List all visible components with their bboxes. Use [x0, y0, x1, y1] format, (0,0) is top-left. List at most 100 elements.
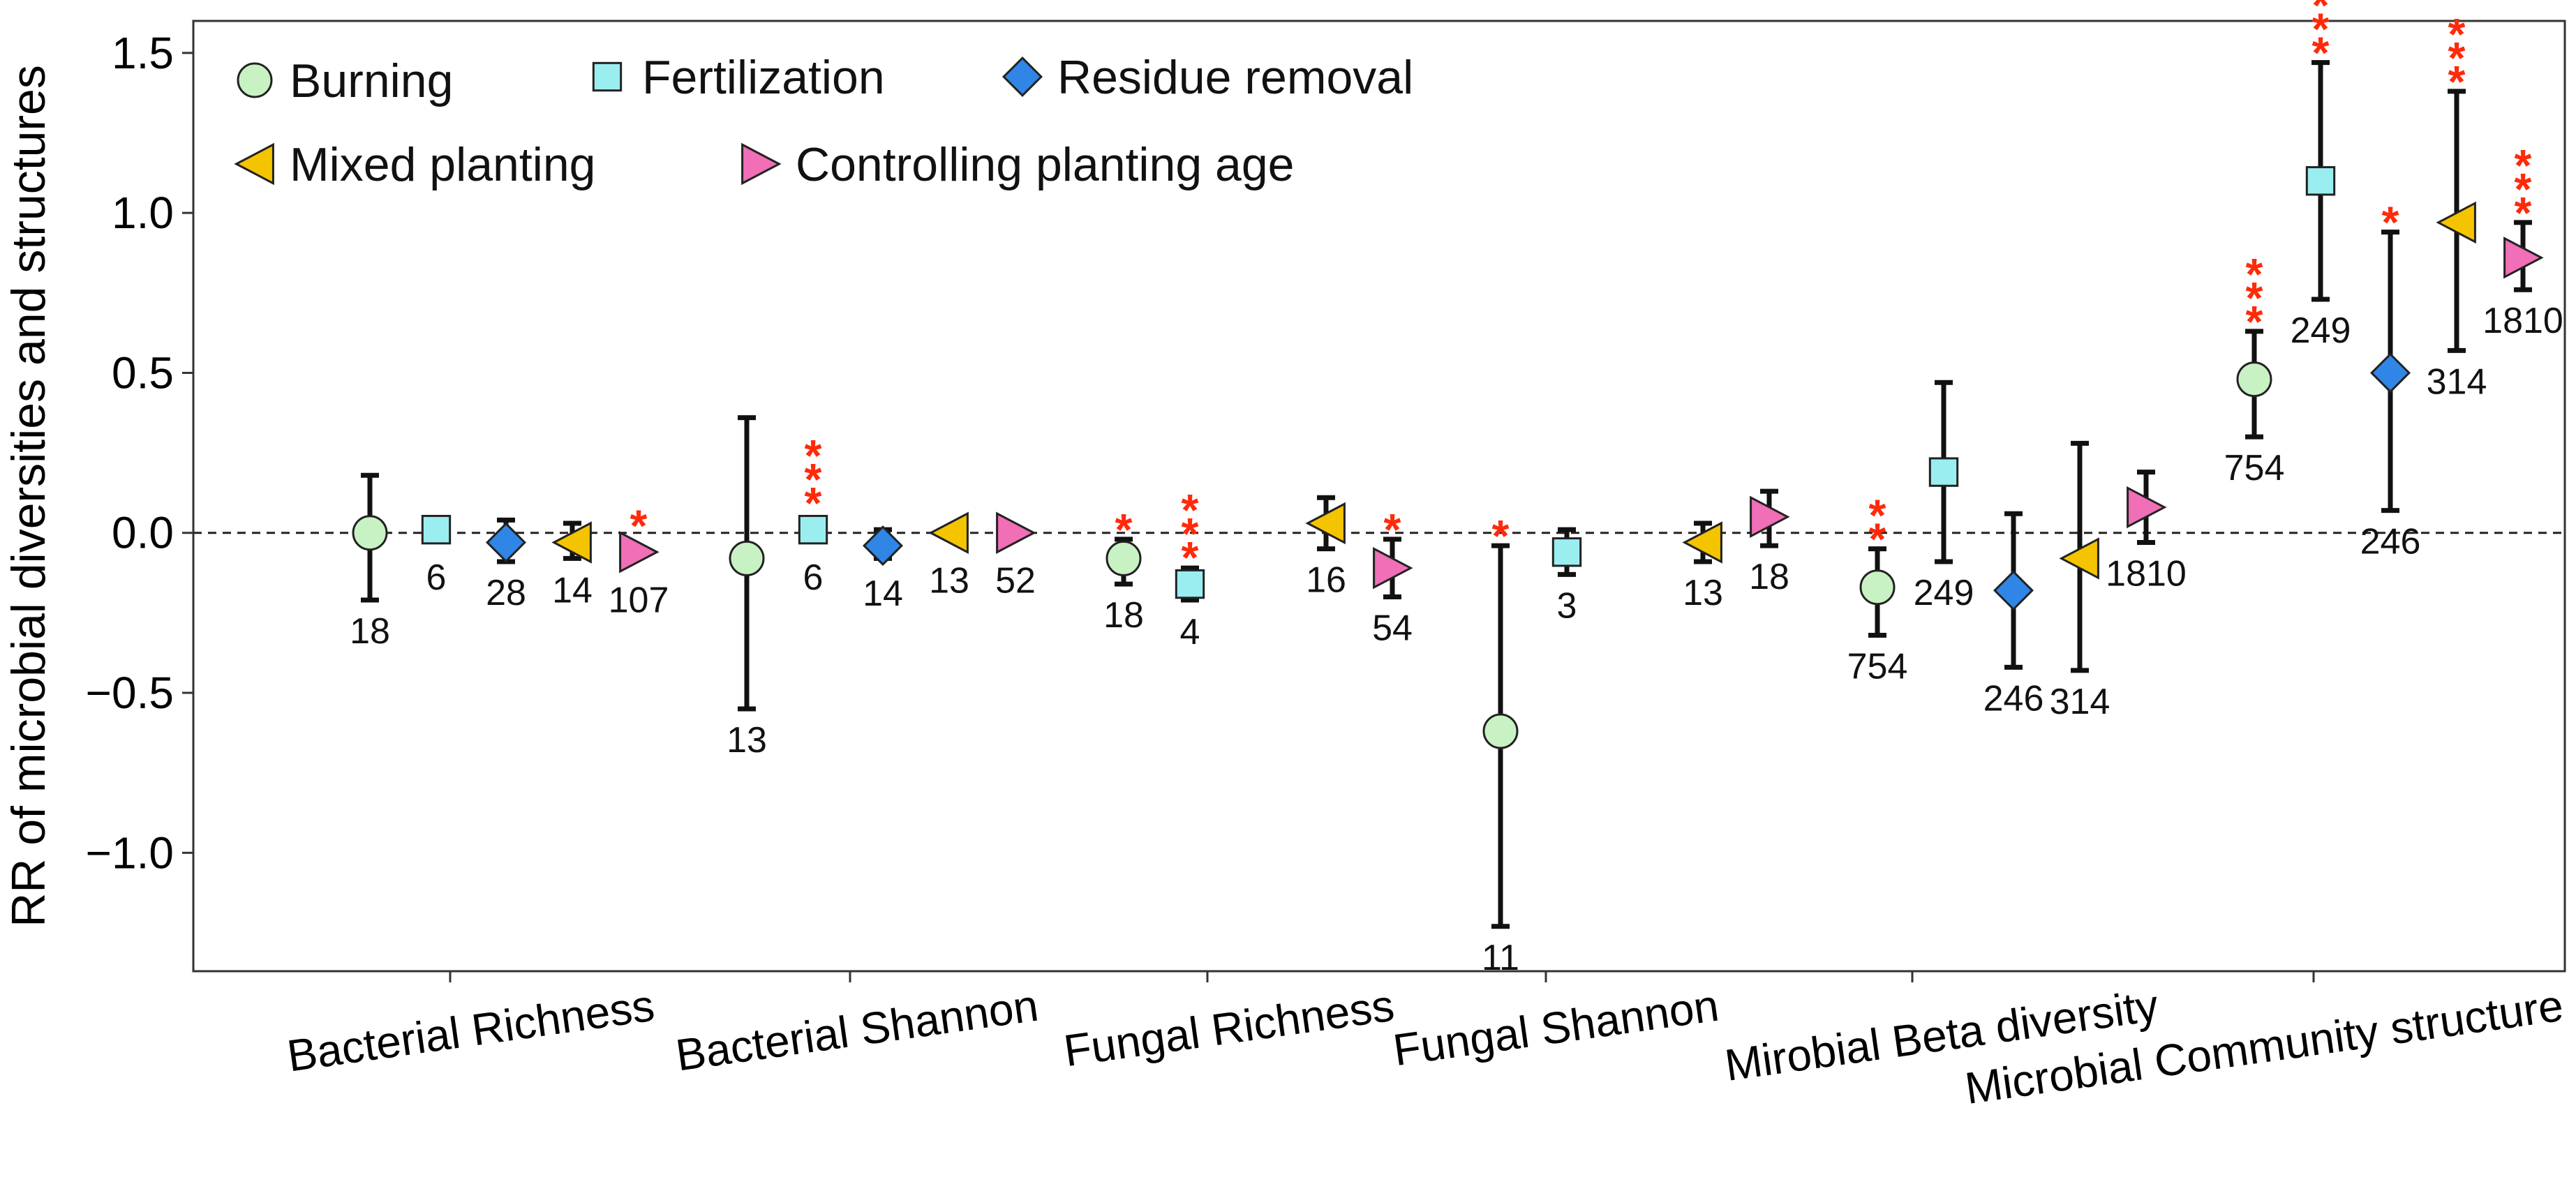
data-point: 249 *** [2291, 0, 2351, 351]
legend-item-fertilization: Fertilization [592, 51, 885, 104]
y-tick-label: 0.0 [112, 508, 174, 558]
significance-star: * [2448, 33, 2466, 83]
significance-star: * [2312, 4, 2330, 54]
data-point: 107 * [609, 500, 669, 620]
data-point: 754 ** [1847, 490, 1908, 687]
sample-size-label: 314 [2427, 361, 2487, 402]
fertilization-marker [1551, 537, 1582, 567]
x-tick-label: Bacterial Richness [284, 980, 657, 1081]
fertilization-marker [2305, 166, 2336, 196]
sample-size-label: 6 [426, 557, 447, 598]
burning-marker [1482, 713, 1519, 749]
y-tick-label: 1.5 [112, 28, 174, 78]
sample-size-label: 1810 [2106, 553, 2187, 594]
burning-marker [237, 62, 273, 98]
legend-label: Mixed planting [290, 138, 595, 191]
data-point: 246 [1983, 511, 2043, 719]
significance-star: * [1182, 532, 1199, 583]
data-point: 52 [995, 511, 1036, 601]
significance-star: * [2246, 273, 2263, 323]
sample-size-label: 52 [995, 561, 1036, 601]
significance-star: * [630, 500, 648, 550]
sample-size-label: 16 [1306, 560, 1346, 601]
sample-size-label: 314 [2050, 682, 2110, 722]
data-point: 1810 [2106, 470, 2187, 594]
sample-size-label: 28 [486, 573, 526, 613]
significance-star: * [1182, 509, 1199, 559]
residue-removal-marker [1002, 56, 1043, 98]
mixed-planting-marker [928, 511, 969, 554]
y-tick-label: 0.5 [112, 347, 174, 398]
sample-size-label: 13 [727, 720, 767, 760]
controlling-planting-age-marker [996, 511, 1036, 554]
data-point: 314 [2050, 440, 2110, 722]
x-tick-label: Bacterial Shannon [673, 980, 1041, 1081]
legend-item-residue-removal: Residue removal [1002, 51, 1413, 104]
plot-frame [192, 20, 2566, 973]
data-point: 11 * [1482, 511, 1519, 978]
x-axis: Bacterial Richness Bacterial Shannon Funga… [284, 971, 2566, 1114]
data-point: 16 [1305, 495, 1346, 601]
significance-star: * [2515, 140, 2532, 190]
significance-star: * [2515, 164, 2532, 214]
data-point: 18 [350, 472, 390, 652]
sample-size-label: 249 [1914, 573, 1974, 613]
data-point: 4 *** [1175, 485, 1205, 652]
sample-size-label: 14 [863, 574, 903, 614]
significance-star: * [2312, 0, 2330, 31]
significance-star: * [2448, 57, 2466, 107]
sample-size-label: 246 [2360, 522, 2421, 562]
y-tick-label: −0.5 [86, 668, 174, 718]
mixed-planting-marker [1305, 502, 1346, 545]
sample-size-label: 1810 [2482, 301, 2563, 341]
legend-item-burning: Burning [237, 54, 453, 107]
significance-star: * [2312, 28, 2330, 78]
sample-size-label: 3 [1557, 585, 1577, 626]
mixed-planting-marker [2436, 201, 2476, 244]
sample-size-label: 4 [1180, 612, 1200, 652]
data-point: 18 * [1103, 504, 1144, 636]
y-axis: −1.0 −0.5 0.0 0.5 1.0 1.5 [86, 28, 193, 878]
x-tick-label: Fungal Richness [1061, 980, 1397, 1077]
significance-star: * [1492, 511, 1510, 561]
fertilization-marker [1175, 569, 1205, 599]
data-point: 13 [1682, 520, 1723, 613]
sample-size-label: 18 [1749, 557, 1789, 597]
series-residue-removal: 28 14 246 246 * [485, 197, 2421, 719]
significance-star: * [805, 430, 822, 481]
residue-removal-marker [1993, 570, 2034, 611]
data-point: 28 [485, 517, 527, 613]
legend-label: Controlling planting age [796, 138, 1295, 191]
data-point: 54 * [1372, 504, 1413, 648]
data-point: 18 [1749, 488, 1790, 597]
burning-marker [729, 540, 765, 576]
data-point: 754 *** [2224, 249, 2285, 488]
significance-star: * [2246, 249, 2263, 299]
significance-star: * [2515, 188, 2532, 238]
legend: Burning Fertilization Residue removal Mixed… [234, 51, 1413, 191]
fertilization-marker [592, 61, 623, 92]
sample-size-label: 11 [1482, 938, 1519, 978]
sample-size-label: 54 [1372, 608, 1413, 648]
burning-marker [2236, 361, 2272, 398]
mixed-planting-marker [551, 521, 592, 564]
controlling-planting-age-marker [2503, 237, 2544, 279]
legend-item-mixed-planting: Mixed planting [234, 138, 595, 191]
legend-label: Fertilization [642, 51, 885, 104]
sample-size-label: 6 [803, 557, 824, 598]
data-point: 1810 *** [2482, 140, 2563, 341]
burning-marker [1105, 540, 1142, 576]
sample-size-label: 14 [552, 570, 593, 610]
data-point: 249 [1914, 380, 1974, 613]
data-point: 13 [727, 415, 767, 760]
burning-marker [352, 515, 388, 551]
sample-size-label: 107 [609, 580, 669, 620]
controlling-planting-age-marker [2127, 486, 2167, 529]
data-point: 246 * [2360, 197, 2421, 562]
significance-star: * [1869, 514, 1886, 564]
mixed-planting-marker [234, 142, 274, 186]
